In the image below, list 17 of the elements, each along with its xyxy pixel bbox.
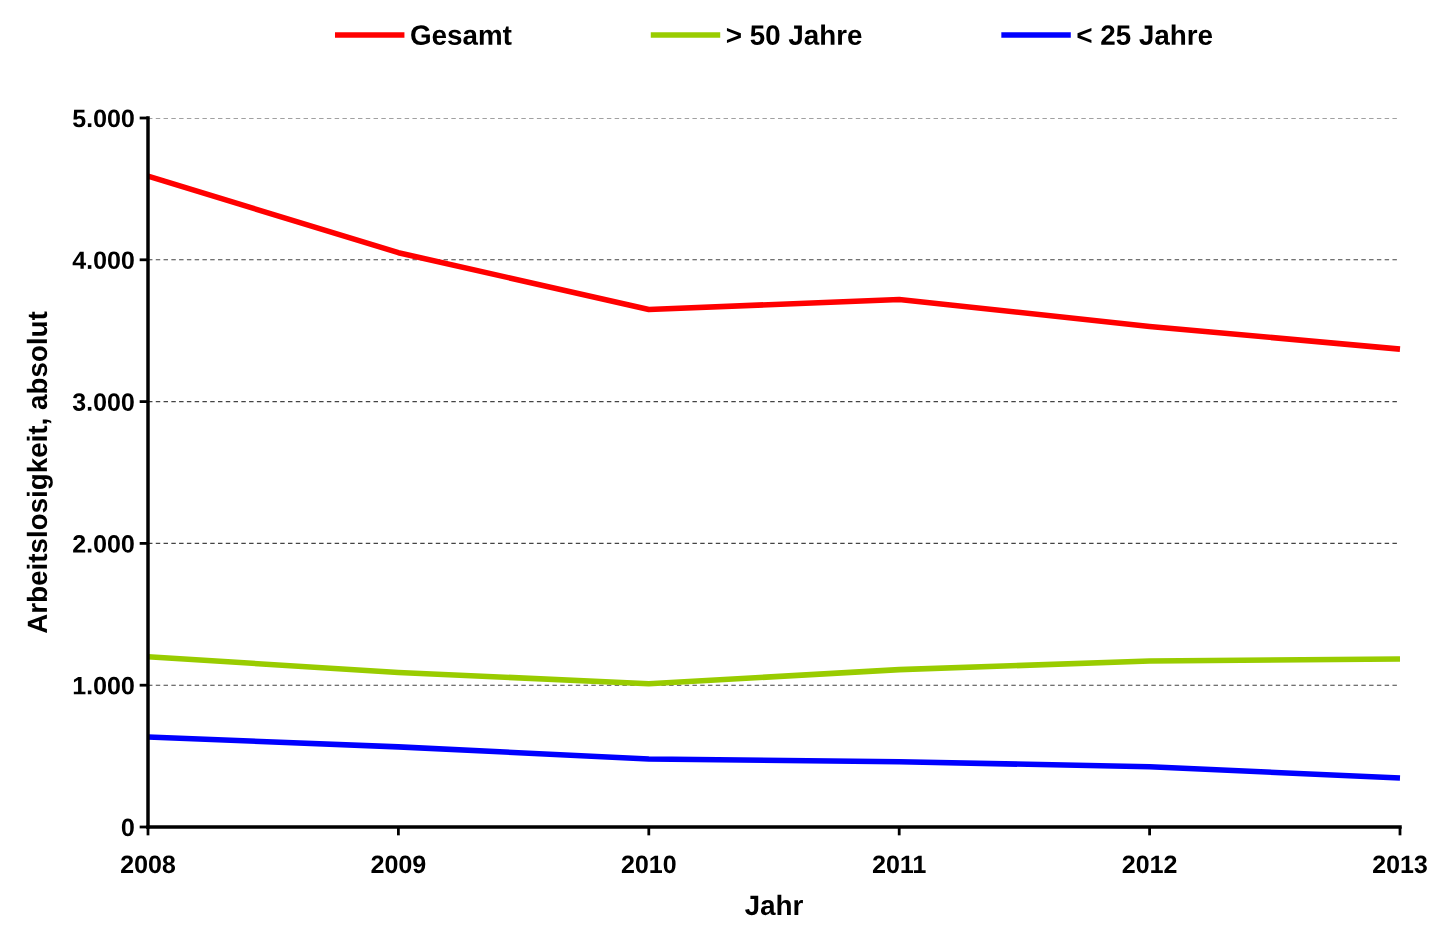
x-tick-label: 2011 — [872, 855, 926, 874]
y-tick-label: 0 — [121, 818, 134, 837]
legend-label: Gesamt — [411, 25, 512, 45]
y-tick-label: 3.000 — [72, 393, 134, 411]
x-tick-label: 2013 — [1373, 855, 1427, 874]
legend-label: < 25 Jahre — [1077, 24, 1213, 45]
x-tick-label: 2008 — [121, 855, 176, 874]
x-tick-label: 2010 — [621, 855, 676, 874]
y-tick-label: 4.000 — [72, 251, 134, 270]
y-tick-label: 2.000 — [73, 535, 134, 553]
legend-label: > 50 Jahre — [726, 24, 862, 45]
x-axis-title: Jahr — [745, 894, 803, 916]
y-tick-label: 5.000 — [73, 109, 134, 128]
y-axis-title: Arbeitslosigkeit, absolut — [26, 311, 53, 634]
y-tick-label: 1.000 — [73, 676, 134, 695]
x-tick-label: 2012 — [1122, 855, 1177, 874]
x-tick-label: 2009 — [371, 855, 426, 874]
